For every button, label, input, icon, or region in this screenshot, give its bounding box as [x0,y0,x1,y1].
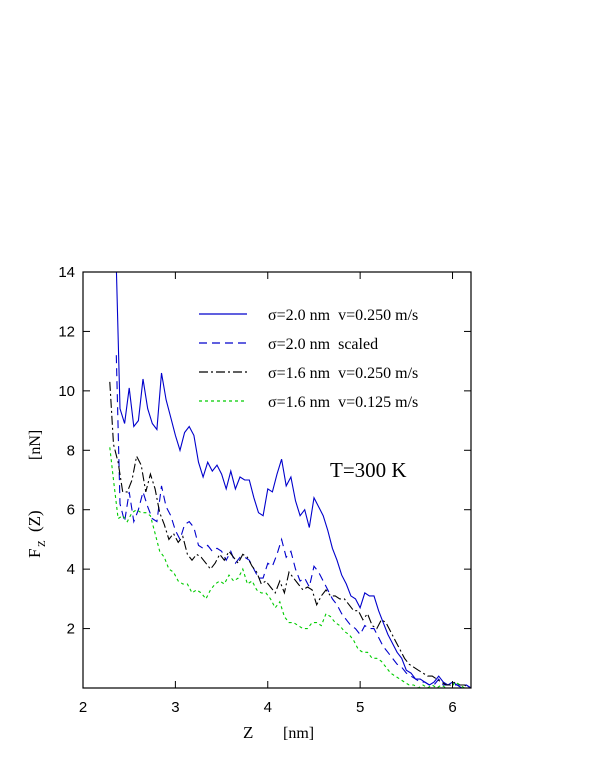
legend: σ=2.0 nm v=0.250 m/s σ=2.0 nm scaled σ=1.6… [199,307,418,411]
series-line-1 [115,272,471,688]
x-tick-label: 3 [171,699,179,716]
y-axis-label-argument: (Z) [25,510,44,532]
x-tick-label: 5 [356,699,364,716]
y-tick-label: 12 [58,323,75,340]
legend-label-4: σ=1.6 nm v=0.125 m/s [268,394,418,411]
y-tick-label: 8 [67,442,75,459]
y-axis-unit: [nN] [27,430,44,460]
x-axis-unit: [nm] [283,725,314,742]
y-tick-label: 2 [67,621,75,638]
temperature-annotation: T=300 K [330,458,407,482]
x-axis-label: Z [243,723,253,742]
y-tick-label: 4 [67,561,75,578]
legend-label-2: σ=2.0 nm scaled [268,336,378,353]
y-axis-label: F [25,549,44,558]
series-line-2 [115,355,471,688]
y-tick-label: 14 [58,264,75,281]
plot-frame [82,271,472,689]
y-axis-label-subscript: Z [36,540,48,547]
ticks-layer: 2 3 4 5 6 2 4 6 8 10 12 14 [58,264,471,716]
legend-label-3: σ=1.6 nm v=0.250 m/s [268,365,418,382]
x-tick-label: 6 [448,699,456,716]
y-axis-label-group: F Z (Z) [nN] [25,430,48,558]
y-tick-label: 10 [58,383,75,400]
y-tick-label: 6 [67,502,75,519]
x-tick-label: 2 [79,699,87,716]
legend-label-1: σ=2.0 nm v=0.250 m/s [268,307,418,324]
series-line-3 [109,381,470,688]
x-tick-label: 4 [264,699,272,716]
series-line-4 [109,447,470,688]
series-layer [109,272,471,688]
